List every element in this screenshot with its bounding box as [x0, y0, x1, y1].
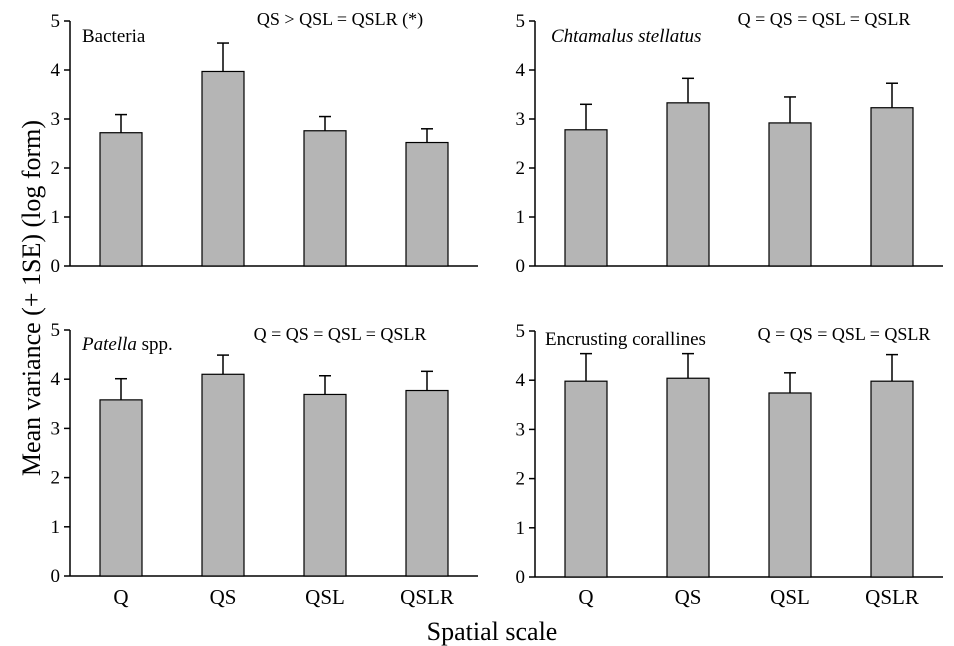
significance-annotation: Q = QS = QSL = QSLR — [254, 324, 427, 344]
significance-annotation: QS > QSL = QSLR (*) — [257, 9, 423, 30]
y-tick-label: 1 — [51, 207, 61, 228]
x-tick-label: QSL — [770, 585, 810, 609]
significance-annotation: Q = QS = QSL = QSLR — [758, 324, 931, 344]
y-tick-label: 4 — [51, 369, 61, 390]
y-tick-label: 5 — [516, 321, 526, 342]
y-tick-label: 2 — [516, 158, 526, 179]
panel-title: Patella spp. — [81, 334, 173, 355]
bar-Q — [99, 132, 143, 267]
chart-panel-2: 0 1 2 3 4 5 Chtamalus stellatus Q = QS = QSL = … — [516, 9, 943, 277]
y-tick-label: 5 — [51, 11, 61, 32]
bar-QSLR — [870, 380, 914, 578]
x-tick-label: Q — [113, 585, 128, 609]
y-tick-label: 4 — [516, 60, 526, 81]
y-tick-label: 0 — [516, 256, 526, 277]
x-tick-label: Q — [578, 585, 593, 609]
bar-QSLR — [405, 389, 449, 577]
x-tick-label: QSLR — [865, 585, 919, 609]
bar-QS — [666, 377, 710, 578]
bar-QSL — [303, 130, 347, 267]
y-tick-label: 4 — [51, 60, 61, 81]
y-tick-label: 0 — [51, 566, 61, 587]
bar-QSL — [768, 122, 812, 267]
y-tick-label: 2 — [51, 468, 61, 489]
y-tick-label: 5 — [516, 11, 526, 32]
x-tick-label: QSLR — [400, 585, 454, 609]
chart-panel-3: 0 1 2 3 4 5 Q QS QSL QSLR Patella spp. Q = QS = QSL… — [51, 320, 478, 609]
chart-panel-4: 0 1 2 3 4 5 Q QS QSL QSLR Encrusting corallines Q =… — [516, 321, 943, 609]
bar-QSL — [768, 392, 812, 578]
y-tick-label: 0 — [51, 256, 61, 277]
y-tick-label: 3 — [51, 109, 61, 130]
bar-Q — [564, 380, 608, 578]
x-tick-label: QS — [210, 585, 237, 609]
bar-QS — [201, 70, 245, 267]
bar-QSLR — [870, 107, 914, 267]
bar-QS — [201, 373, 245, 577]
bar-QS — [666, 102, 710, 267]
bar-QSLR — [405, 141, 449, 267]
panel-title: Chtamalus stellatus — [551, 26, 701, 47]
y-tick-label: 0 — [516, 567, 526, 588]
bar-QSL — [303, 393, 347, 577]
y-tick-label: 3 — [516, 109, 526, 130]
bar-Q — [99, 399, 143, 577]
chart-panel-1: 0 1 2 3 4 5 Bacteria QS > QSL = QSLR (*) — [51, 9, 478, 277]
significance-annotation: Q = QS = QSL = QSLR — [738, 9, 911, 29]
panel-title: Bacteria — [82, 26, 146, 47]
y-tick-label: 5 — [51, 320, 61, 341]
y-tick-label: 3 — [516, 419, 526, 440]
y-tick-label: 2 — [516, 469, 526, 490]
x-tick-label: QSL — [305, 585, 345, 609]
y-axis-title: Mean variance (+ 1SE) (log form) — [17, 120, 46, 476]
x-tick-label: QS — [675, 585, 702, 609]
y-tick-label: 3 — [51, 418, 61, 439]
y-tick-label: 1 — [51, 517, 61, 538]
bar-Q — [564, 129, 608, 267]
y-tick-label: 1 — [516, 518, 526, 539]
y-tick-label: 2 — [51, 158, 61, 179]
y-tick-label: 4 — [516, 370, 526, 391]
x-axis-title: Spatial scale — [427, 617, 558, 646]
y-tick-label: 1 — [516, 207, 526, 228]
panel-title: Encrusting corallines — [545, 329, 706, 350]
chart-panels: 0 1 2 3 4 5 Bacteria QS > QSL = QSLR (*) 0 1 2 3 4 5 C… — [51, 9, 943, 609]
